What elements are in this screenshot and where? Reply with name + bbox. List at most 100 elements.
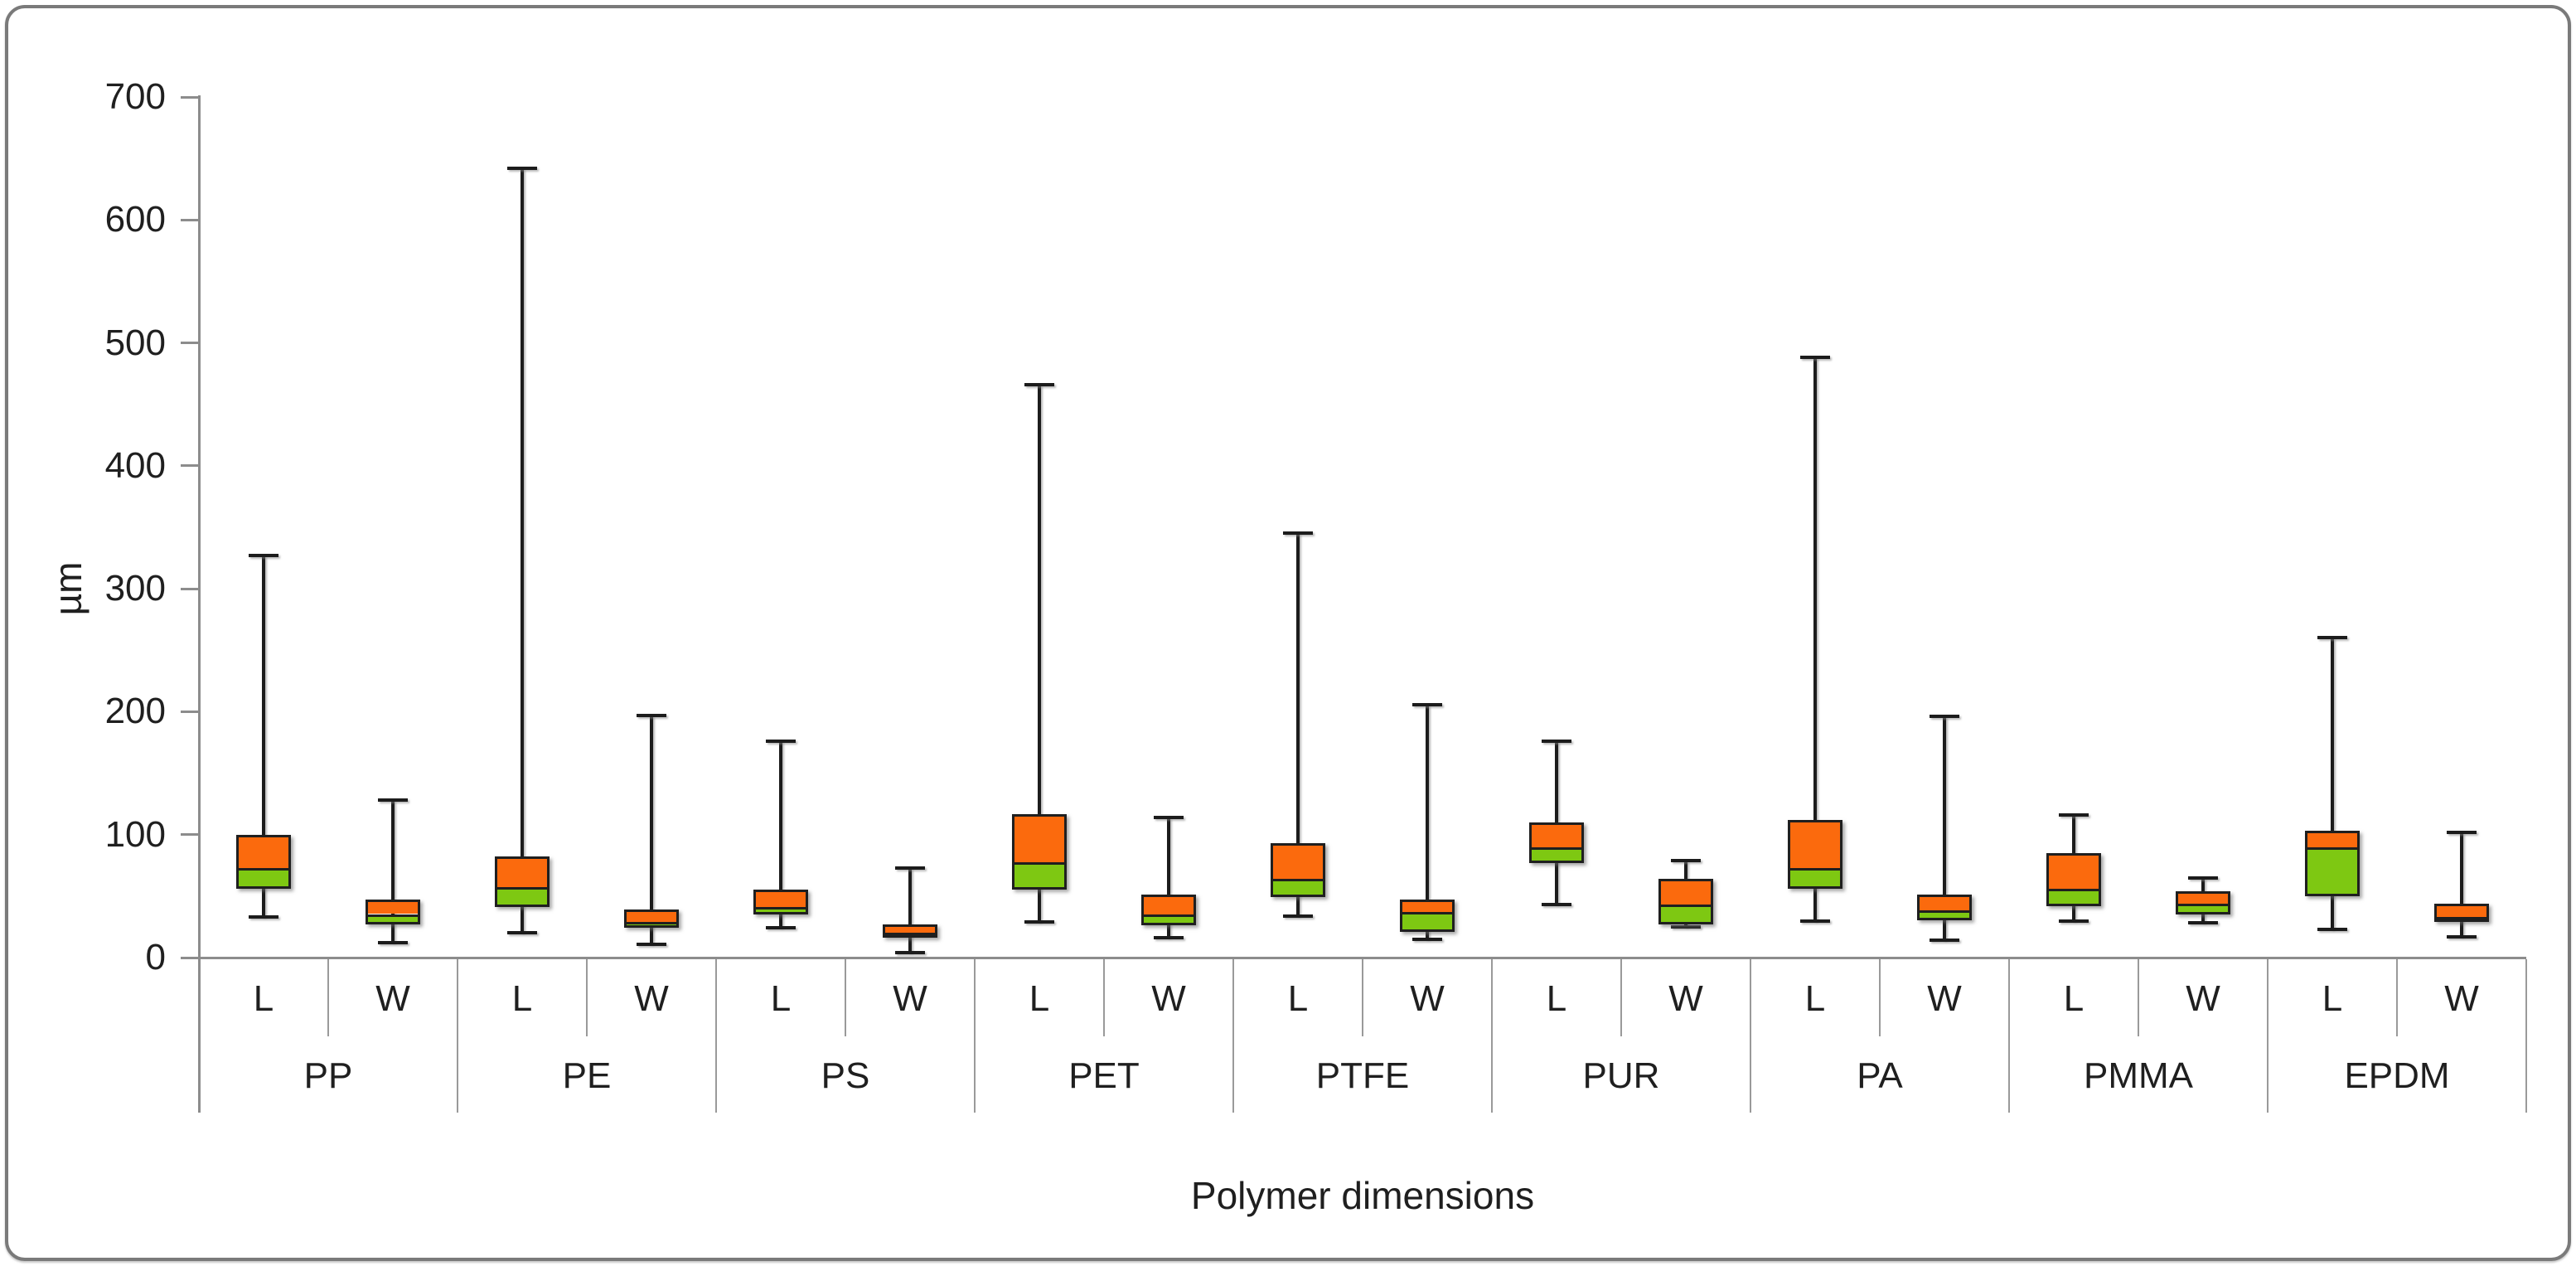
box-lower-quartile	[1920, 909, 1969, 919]
box-upper-quartile	[239, 837, 288, 869]
box-upper-quartile	[756, 892, 806, 908]
box-EPDM-L	[2305, 831, 2360, 896]
whisker-cap-min	[2188, 921, 2218, 925]
box-lower-quartile	[2178, 903, 2228, 913]
whisker-line	[1426, 704, 1429, 939]
whisker-cap-min	[249, 915, 278, 919]
box-upper-quartile	[2307, 833, 2357, 847]
whisker-cap-min	[895, 951, 925, 955]
whisker-cap-min	[1283, 914, 1313, 918]
box-PA-W	[1917, 895, 1972, 921]
box-PTFE-W	[1400, 900, 1455, 932]
group-label-PE: PE	[562, 1055, 612, 1096]
whisker-line	[1038, 384, 1041, 922]
box-upper-quartile	[2178, 893, 2228, 904]
box-PET-L	[1012, 813, 1067, 890]
box-upper-quartile	[1273, 846, 1323, 880]
box-upper-quartile	[1014, 816, 1064, 862]
box-PET-W	[1141, 895, 1196, 926]
box-EPDM-W	[2434, 903, 2489, 922]
box-upper-quartile	[2049, 855, 2099, 890]
whisker-cap-max	[1671, 858, 1701, 862]
box-upper-quartile	[1532, 824, 1581, 848]
lw-separator	[2396, 959, 2398, 1036]
lw-separator	[327, 959, 329, 1036]
whisker-cap-min	[1800, 919, 1830, 923]
whisker-cap-min	[1412, 937, 1442, 941]
whisker-line	[1943, 716, 1946, 941]
box-lower-quartile	[1014, 861, 1064, 888]
x-axis-line	[181, 956, 2526, 959]
sub-category-label: W	[1668, 978, 1703, 1019]
sub-category-label: L	[2322, 978, 2343, 1019]
sub-category-label: W	[1151, 978, 1186, 1019]
whisker-cap-min	[1154, 936, 1184, 940]
y-tick-mark	[181, 833, 199, 837]
whisker-cap-max	[507, 167, 537, 170]
whisker-cap-min	[1671, 924, 1701, 929]
group-separator	[1232, 959, 1234, 1113]
sub-category-label: L	[253, 978, 274, 1019]
y-tick-mark	[181, 587, 199, 590]
group-separator	[2525, 959, 2527, 1113]
group-separator	[715, 959, 717, 1113]
sub-category-label: W	[1927, 978, 1962, 1019]
whisker-cap-min	[1930, 939, 1959, 943]
sub-category-label: L	[1804, 978, 1826, 1019]
whisker-cap-max	[1154, 815, 1184, 819]
y-tick-label: 0	[145, 937, 166, 977]
box-lower-quartile	[756, 907, 806, 913]
group-label-PMMA: PMMA	[2084, 1055, 2193, 1096]
box-lower-quartile	[1402, 911, 1452, 929]
whisker-line	[521, 168, 524, 934]
group-label-PTFE: PTFE	[1315, 1055, 1410, 1096]
box-upper-quartile	[1790, 822, 1840, 868]
sub-category-label: W	[1410, 978, 1445, 1019]
box-PE-L	[495, 856, 550, 908]
box-upper-quartile	[368, 902, 418, 914]
whisker-line	[391, 800, 395, 943]
y-tick-label: 600	[104, 199, 166, 240]
box-lower-quartile	[1144, 914, 1194, 924]
box-upper-quartile	[1920, 897, 1969, 910]
box-PP-L	[236, 834, 291, 889]
y-tick-mark	[181, 95, 199, 99]
sub-category-label: W	[893, 978, 927, 1019]
y-tick-label: 700	[104, 76, 166, 117]
whisker-line	[1296, 533, 1300, 916]
y-tick-mark	[181, 218, 199, 221]
sub-category-label: L	[770, 978, 792, 1019]
whisker-cap-min	[766, 926, 796, 930]
y-tick-mark	[181, 464, 199, 468]
lw-separator	[586, 959, 588, 1036]
box-lower-quartile	[1273, 879, 1323, 895]
whisker-cap-min	[1542, 903, 1571, 907]
whisker-line	[2331, 638, 2334, 929]
whisker-cap-max	[2188, 876, 2218, 880]
whisker-cap-max	[1542, 740, 1571, 744]
box-upper-quartile	[1661, 881, 1711, 905]
sub-category-label: W	[634, 978, 669, 1019]
box-PA-L	[1788, 819, 1842, 889]
y-tick-label: 200	[104, 691, 166, 732]
box-lower-quartile	[368, 914, 418, 922]
group-separator	[2008, 959, 2010, 1113]
whisker-cap-max	[1412, 702, 1442, 706]
box-upper-quartile	[1144, 897, 1194, 915]
sub-category-label: L	[1029, 978, 1050, 1019]
group-label-PS: PS	[821, 1055, 870, 1096]
sub-category-label: L	[2063, 978, 2085, 1019]
box-upper-quartile	[497, 859, 547, 887]
group-separator	[1750, 959, 1751, 1113]
y-tick-mark	[181, 342, 199, 345]
sub-category-label: W	[2444, 978, 2479, 1019]
y-tick-label: 500	[104, 322, 166, 363]
whisker-line	[262, 555, 265, 918]
y-tick-mark	[181, 710, 199, 713]
box-PMMA-L	[2046, 852, 2101, 906]
group-separator	[2267, 959, 2269, 1113]
whisker-cap-max	[766, 740, 796, 744]
lw-separator	[845, 959, 846, 1036]
sub-category-label: L	[1546, 978, 1567, 1019]
box-PUR-W	[1658, 879, 1713, 924]
